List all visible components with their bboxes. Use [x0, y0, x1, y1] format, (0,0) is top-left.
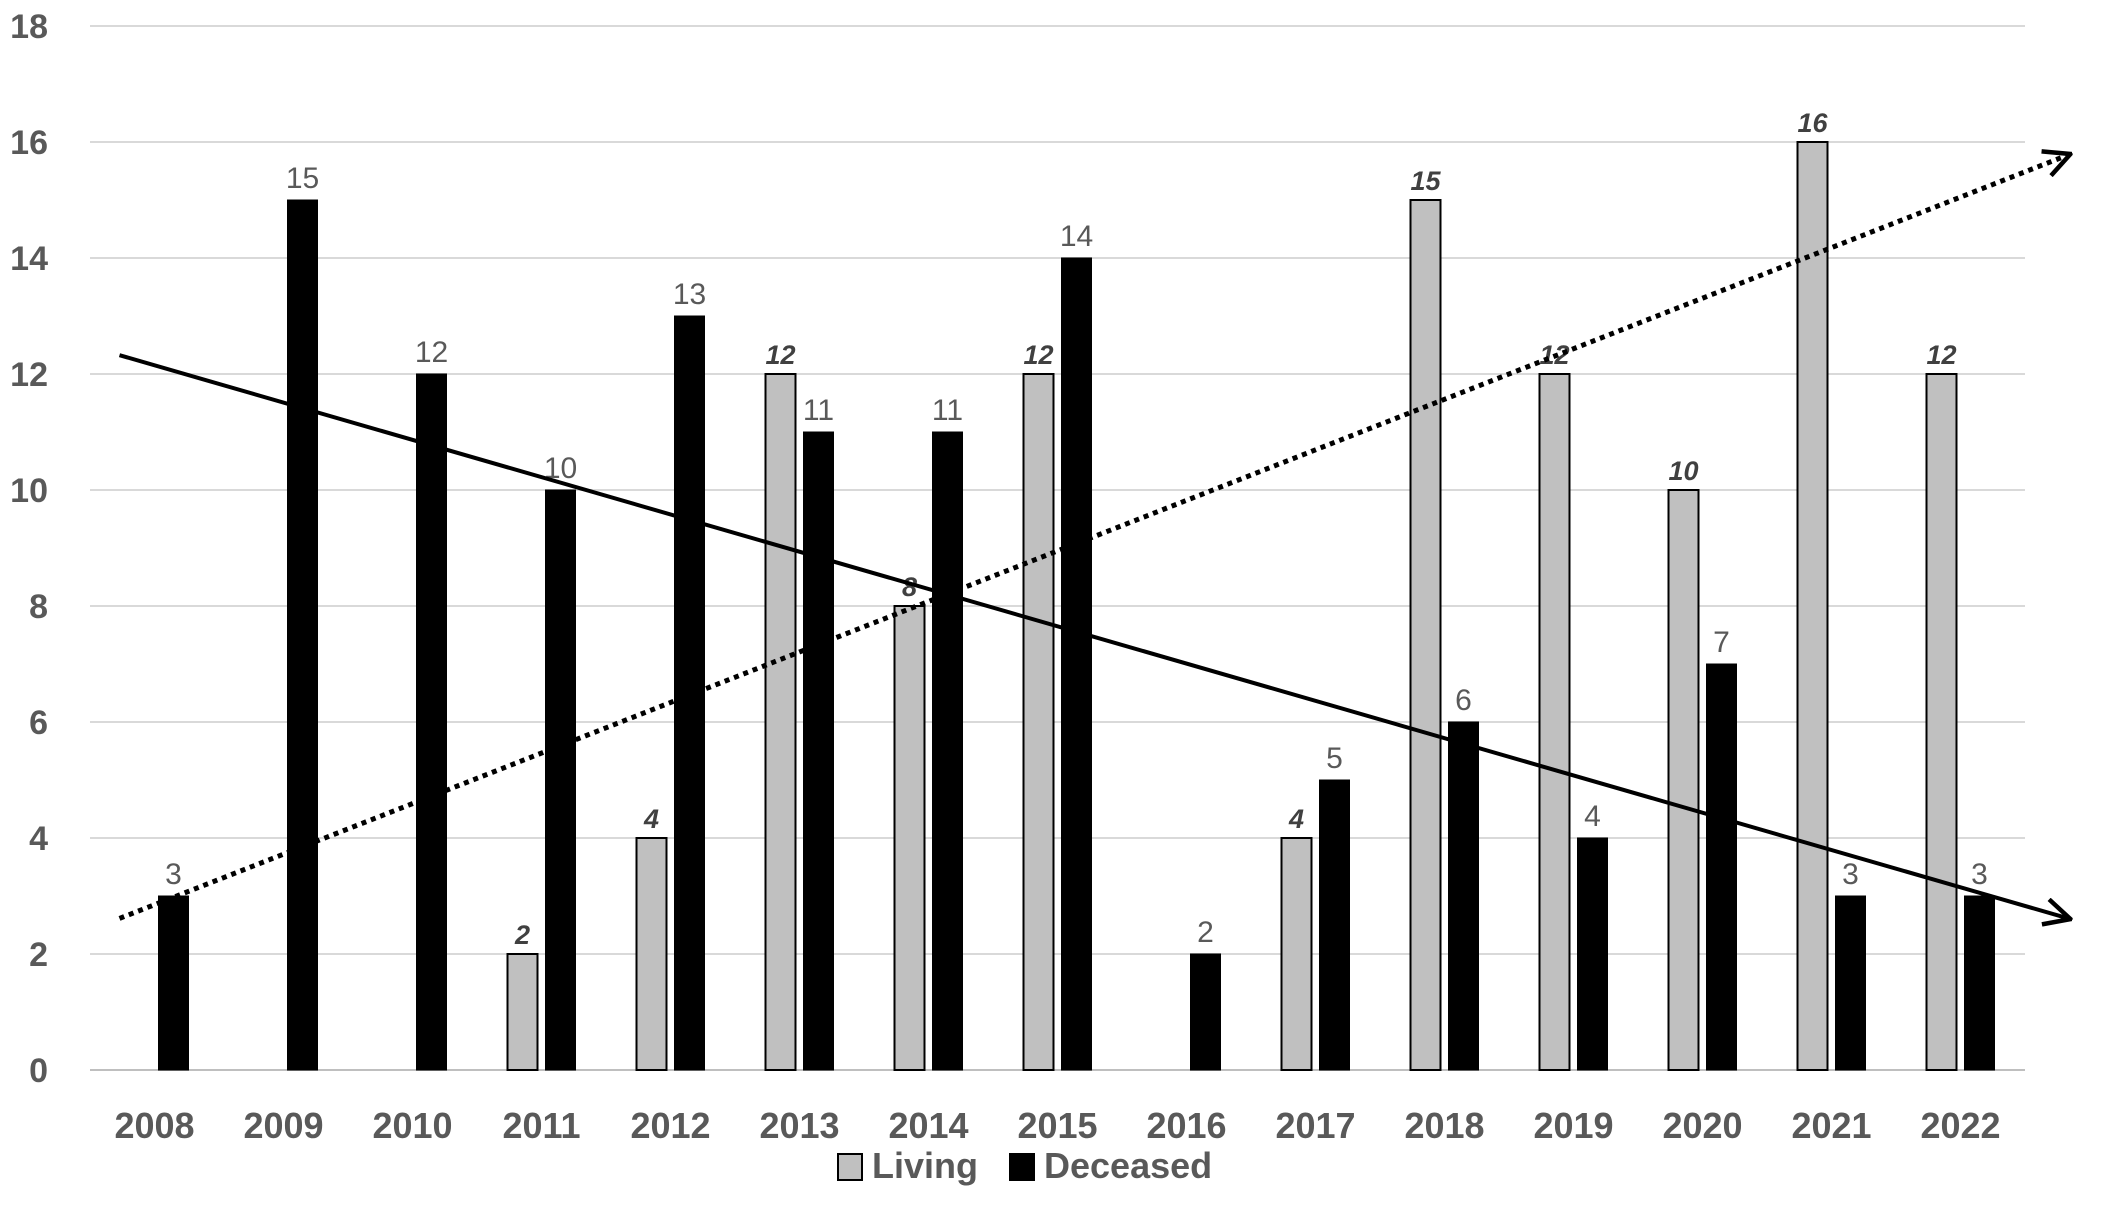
data-label-living: 12: [1926, 340, 1956, 370]
x-tick-label: 2019: [1533, 1105, 1613, 1146]
data-label-deceased: 11: [803, 394, 834, 427]
x-tick-label: 2015: [1017, 1105, 1097, 1146]
bar-living-2011: [506, 953, 539, 1071]
x-tick-label: 2012: [630, 1105, 710, 1146]
data-label-deceased: 7: [1713, 626, 1730, 659]
y-tick-label: 14: [10, 240, 48, 278]
data-labels: 3151221041312118111214245156124107163123: [165, 108, 1988, 950]
bar-deceased-2008: [158, 895, 189, 1071]
trend-line-deceased: [118, 353, 2071, 919]
x-tick-label: 2022: [1920, 1105, 2000, 1146]
data-label-deceased: 3: [1842, 858, 1859, 891]
y-tick-label: 2: [29, 936, 48, 974]
bar-living-2017: [1280, 837, 1313, 1071]
x-axis-ticks: 2008 2009 2010 2011 2012 2013 2014 2015 2016 2017…: [114, 1105, 2000, 1146]
data-label-deceased: 6: [1455, 684, 1472, 717]
legend-swatch-living: [837, 1153, 863, 1181]
data-label-deceased: 4: [1584, 800, 1601, 833]
data-label-living: 16: [1797, 108, 1828, 138]
data-label-living: 8: [902, 572, 917, 602]
x-tick-label: 2016: [1146, 1105, 1226, 1146]
y-tick-label: 16: [10, 124, 48, 162]
data-label-living: 12: [765, 340, 795, 370]
bar-deceased-2016: [1190, 953, 1221, 1071]
bar-deceased-2022: [1964, 895, 1995, 1071]
bar-deceased-2021: [1835, 895, 1866, 1071]
y-tick-label: 12: [10, 356, 48, 394]
trend-line-living: [118, 154, 2071, 921]
y-axis-ticks: 0 2 4 6 8 10 12 14 16 18: [10, 8, 48, 1090]
data-label-deceased: 3: [165, 858, 182, 891]
x-tick-label: 2021: [1791, 1105, 1871, 1146]
bar-deceased-2009: [287, 199, 318, 1071]
data-label-living: 10: [1668, 456, 1698, 486]
data-label-living: 15: [1410, 166, 1441, 196]
y-tick-label: 18: [10, 8, 48, 46]
bar-deceased-2018: [1448, 721, 1479, 1071]
bar-living-2019: [1538, 373, 1571, 1071]
legend-swatch-deceased: [1009, 1153, 1035, 1181]
data-label-deceased: 15: [286, 162, 319, 195]
bar-deceased-2019: [1577, 837, 1608, 1071]
data-label-deceased: 11: [932, 394, 963, 427]
x-tick-label: 2020: [1662, 1105, 1742, 1146]
data-label-deceased: 2: [1197, 916, 1214, 949]
bar-deceased-2015: [1061, 257, 1092, 1071]
bar-deceased-2010: [416, 373, 447, 1071]
x-tick-label: 2009: [243, 1105, 323, 1146]
x-tick-label: 2018: [1404, 1105, 1484, 1146]
trend-lines: [118, 154, 2071, 921]
data-label-deceased: 14: [1060, 220, 1093, 253]
bar-living-2013: [764, 373, 797, 1071]
y-tick-label: 10: [10, 472, 48, 510]
data-label-deceased: 3: [1971, 858, 1988, 891]
bar-living-2022: [1925, 373, 1958, 1071]
x-tick-label: 2017: [1275, 1105, 1355, 1146]
bar-living-2018: [1409, 199, 1442, 1071]
x-tick-label: 2013: [759, 1105, 839, 1146]
bar-deceased-2013: [803, 431, 834, 1071]
bar-living-2014: [893, 605, 926, 1071]
x-tick-label: 2010: [372, 1105, 452, 1146]
legend: Living Deceased: [837, 1145, 1212, 1186]
data-label-deceased: 12: [415, 336, 448, 369]
bar-deceased-2017: [1319, 779, 1350, 1071]
bar-living-2015: [1022, 373, 1055, 1071]
bar-deceased-2011: [545, 489, 576, 1071]
gridlines: [90, 25, 2025, 1071]
bar-living-2020: [1667, 489, 1700, 1071]
bar-living-2021: [1796, 141, 1829, 1071]
x-tick-label: 2014: [888, 1105, 968, 1146]
data-label-living: 4: [643, 804, 659, 834]
data-label-deceased: 5: [1326, 742, 1343, 775]
bars: [158, 141, 1995, 1071]
y-tick-label: 0: [29, 1052, 48, 1090]
bar-deceased-2020: [1706, 663, 1737, 1071]
bar-living-2012: [635, 837, 668, 1071]
x-tick-label: 2011: [502, 1105, 580, 1146]
data-label-living: 12: [1023, 340, 1053, 370]
y-tick-label: 6: [29, 704, 48, 742]
data-label-deceased: 13: [673, 278, 706, 311]
legend-label-deceased: Deceased: [1044, 1145, 1212, 1186]
data-label-living: 4: [1288, 804, 1304, 834]
bar-deceased-2014: [932, 431, 963, 1071]
y-tick-label: 8: [29, 588, 48, 626]
y-tick-label: 4: [29, 820, 48, 858]
x-tick-label: 2008: [114, 1105, 194, 1146]
legend-label-living: Living: [872, 1145, 978, 1186]
data-label-living: 2: [514, 920, 530, 950]
